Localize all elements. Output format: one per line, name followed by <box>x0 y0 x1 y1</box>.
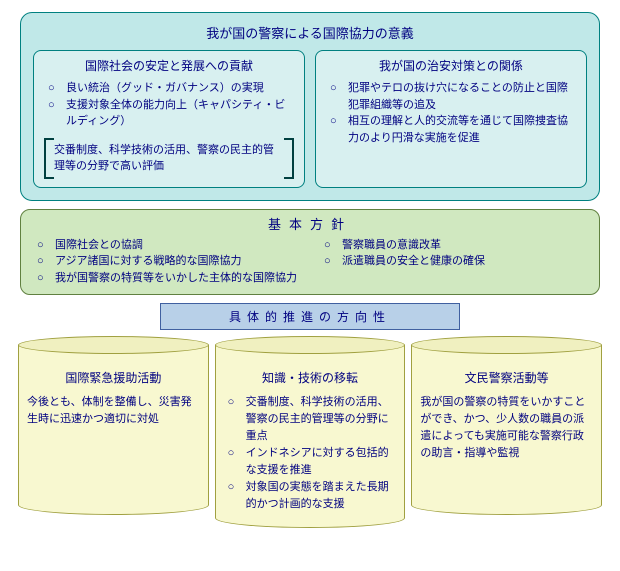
significance-columns: 国際社会の安定と発展への貢献 良い統治（グッド・ガバナンス）の実現 支援対象全体… <box>33 50 587 188</box>
list-item: 派遣職員の安全と健康の確保 <box>324 253 587 270</box>
list-item: 我が国警察の特質等をいかした主体的な国際協力 <box>37 270 300 287</box>
list-item: 支援対象全体の能力向上（キャパシティ・ビルディング） <box>48 97 294 130</box>
cylinders-row: 国際緊急援助活動 今後とも、体制を整備し、災害発生時に迅速かつ適切に対処 知識・… <box>18 336 602 528</box>
security-box: 我が国の治安対策との関係 犯罪やテロの抜け穴になることの防止と国際犯罪組織等の追… <box>315 50 587 188</box>
cylinder-civil: 文民警察活動等 我が国の警察の特質をいかすことができ、かつ、少人数の職員の派遣に… <box>411 336 602 515</box>
significance-title: 我が国の警察による国際協力の意義 <box>33 19 587 50</box>
list-item: 良い統治（グッド・ガバナンス）の実現 <box>48 80 294 97</box>
security-title: 我が国の治安対策との関係 <box>326 57 576 74</box>
cyl-text: 我が国の警察の特質をいかすことができ、かつ、少人数の職員の派遣によっても実施可能… <box>420 394 593 462</box>
contribution-title: 国際社会の安定と発展への貢献 <box>44 57 294 74</box>
policy-columns: 国際社会との協調 アジア諸国に対する戦略的な国際協力 我が国警察の特質等をいかし… <box>33 237 587 287</box>
significance-section: 我が国の警察による国際協力の意義 国際社会の安定と発展への貢献 良い統治（グッド… <box>20 12 600 201</box>
list-item: 犯罪やテロの抜け穴になることの防止と国際犯罪組織等の追及 <box>330 80 576 113</box>
cyl-title: 知識・技術の移転 <box>224 369 397 386</box>
list-item: 相互の理解と人的交流等を通じて国際捜査協力のより円滑な実施を促進 <box>330 113 576 146</box>
policy-left: 国際社会との協調 アジア諸国に対する戦略的な国際協力 我が国警察の特質等をいかし… <box>33 237 300 287</box>
security-list: 犯罪やテロの抜け穴になることの防止と国際犯罪組織等の追及 相互の理解と人的交流等… <box>326 80 576 146</box>
list-item: インドネシアに対する包括的な支援を推進 <box>228 445 397 479</box>
cyl-text: 今後とも、体制を整備し、災害発生時に迅速かつ適切に対処 <box>27 394 200 428</box>
evaluation-bracket: 交番制度、科学技術の活用、警察の民主的管理等の分野で高い評価 <box>44 138 294 179</box>
contribution-box: 国際社会の安定と発展への貢献 良い統治（グッド・ガバナンス）の実現 支援対象全体… <box>33 50 305 188</box>
cylinder-emergency: 国際緊急援助活動 今後とも、体制を整備し、災害発生時に迅速かつ適切に対処 <box>18 336 209 515</box>
list-item: 国際社会との協調 <box>37 237 300 254</box>
policy-section: 基本方針 国際社会との協調 アジア諸国に対する戦略的な国際協力 我が国警察の特質… <box>20 209 600 296</box>
list-item: 対象国の実態を踏まえた長期的かつ計画的な支援 <box>228 479 397 513</box>
list-item: 交番制度、科学技術の活用、警察の民主的管理等の分野に重点 <box>228 394 397 445</box>
cyl-title: 国際緊急援助活動 <box>27 369 200 386</box>
policy-right: 警察職員の意識改革 派遣職員の安全と健康の確保 <box>320 237 587 287</box>
list-item: アジア諸国に対する戦略的な国際協力 <box>37 253 300 270</box>
contribution-list: 良い統治（グッド・ガバナンス）の実現 支援対象全体の能力向上（キャパシティ・ビル… <box>44 80 294 130</box>
evaluation-text: 交番制度、科学技術の活用、警察の民主的管理等の分野で高い評価 <box>54 144 274 173</box>
policy-title: 基本方針 <box>33 214 587 233</box>
cylinder-knowledge: 知識・技術の移転 交番制度、科学技術の活用、警察の民主的管理等の分野に重点 イン… <box>215 336 406 528</box>
list-item: 警察職員の意識改革 <box>324 237 587 254</box>
cyl-list: 交番制度、科学技術の活用、警察の民主的管理等の分野に重点 インドネシアに対する包… <box>224 394 397 513</box>
direction-bar: 具体的推進の方向性 <box>160 303 460 330</box>
cyl-title: 文民警察活動等 <box>420 369 593 386</box>
